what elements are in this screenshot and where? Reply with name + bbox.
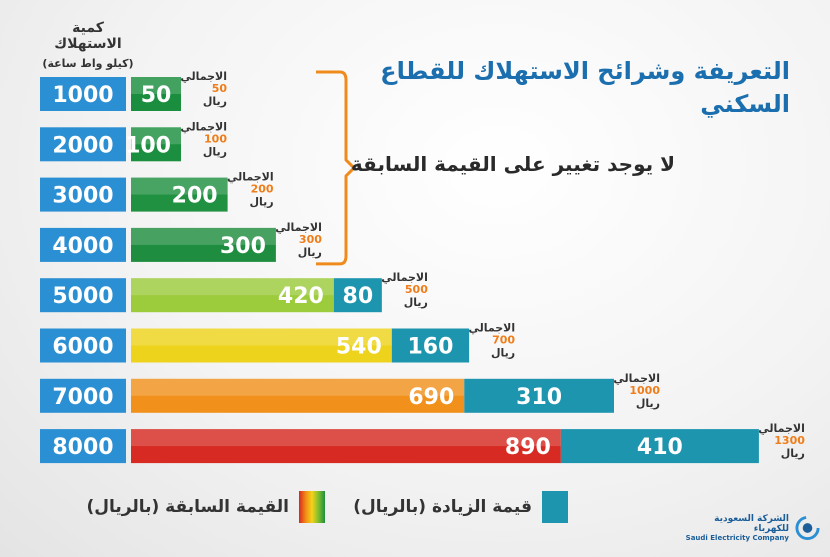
total-caption: الاجمالي [180, 120, 227, 133]
previous-bar [131, 378, 465, 413]
legend-increase-label: قيمة الزيادة (بالريال) [353, 497, 532, 517]
legend-increase-swatch [542, 491, 568, 523]
page-title: التعريفة وشرائح الاستهلاك للقطاع السكني [380, 57, 790, 118]
total-caption: الاجمالي [180, 70, 227, 83]
company-logo: الشركة السعودية للكهرباء Saudi Electrici… [680, 508, 820, 548]
increase-bar [333, 278, 382, 313]
previous-value-label: 100 [125, 133, 171, 158]
total-currency: ريال [636, 397, 660, 410]
increase-value-label: 410 [637, 435, 683, 460]
axis-title: كمية الاستهلاك (كيلو واط ساعة) [38, 20, 138, 70]
previous-value-label: 540 [336, 335, 382, 360]
legend-previous-swatch [299, 491, 325, 523]
category-box [40, 328, 126, 363]
category-box [40, 77, 126, 111]
category-box [40, 227, 126, 262]
total-value: 1300 [774, 434, 805, 447]
category-label: 5000 [52, 284, 113, 309]
previous-value-label: 420 [278, 284, 324, 309]
bracket-line [316, 70, 356, 266]
previous-bar-highlight [131, 278, 334, 296]
company-name-en: Saudi Electricity Company [685, 534, 789, 542]
axis-title-label: كمية الاستهلاك [54, 20, 122, 52]
previous-bar-highlight [131, 77, 181, 94]
category-box [40, 429, 126, 464]
increase-value-label: 80 [343, 284, 374, 309]
total-caption: الاجمالي [613, 372, 660, 385]
total-value: 50 [212, 82, 228, 95]
previous-value-label: 890 [505, 435, 551, 460]
previous-bar [131, 328, 392, 363]
category-label: 8000 [52, 435, 113, 460]
legend-previous: القيمة السابقة (بالريال) [86, 490, 325, 524]
previous-bar-highlight [131, 429, 561, 447]
total-caption: الاجمالي [758, 422, 805, 435]
previous-bar-highlight [131, 127, 181, 145]
previous-value-label: 200 [172, 184, 218, 209]
category-label: 6000 [52, 335, 113, 360]
total-value: 500 [405, 283, 428, 296]
total-value: 1000 [629, 384, 660, 397]
total-currency: ريال [203, 145, 227, 158]
category-label: 1000 [52, 83, 113, 108]
previous-bar-highlight [131, 177, 228, 195]
total-currency: ريال [203, 95, 227, 108]
previous-bar-highlight [131, 378, 465, 396]
category-box [40, 278, 126, 313]
increase-bar [464, 378, 614, 413]
previous-bar [131, 127, 181, 162]
total-value: 700 [492, 334, 515, 347]
category-box [40, 127, 126, 162]
category-label: 7000 [52, 385, 113, 410]
no-change-bracket [316, 70, 356, 266]
total-value: 200 [251, 183, 274, 196]
company-logo-icon [795, 515, 820, 541]
legend-previous-label: القيمة السابقة (بالريال) [86, 497, 289, 517]
total-currency: ريال [491, 347, 515, 360]
previous-value-label: 300 [220, 234, 266, 259]
total-currency: ريال [298, 246, 322, 259]
increase-bar [560, 429, 759, 464]
total-currency: ريال [404, 296, 428, 309]
previous-bar-highlight [131, 328, 392, 346]
legend-increase: قيمة الزيادة (بالريال) [353, 490, 568, 524]
previous-bar [131, 77, 181, 111]
total-value: 300 [299, 233, 322, 246]
total-caption: الاجمالي [227, 171, 274, 184]
company-name-ar: الشركة السعودية للكهرباء [714, 514, 789, 534]
total-caption: الاجمالي [468, 322, 515, 335]
previous-bar [131, 278, 334, 313]
total-caption: الاجمالي [275, 221, 322, 234]
category-box [40, 177, 126, 212]
previous-value-label: 690 [408, 385, 454, 410]
no-change-note: لا يوجد تغيير على القيمة السابقة [350, 152, 675, 176]
previous-bar [131, 429, 561, 464]
increase-value-label: 310 [516, 385, 562, 410]
axis-title-unit: (كيلو واط ساعة) [42, 57, 134, 70]
previous-value-label: 50 [141, 83, 172, 108]
previous-bar [131, 177, 228, 212]
category-label: 2000 [52, 133, 113, 158]
total-currency: ريال [249, 196, 273, 209]
category-label: 3000 [52, 184, 113, 209]
previous-bar-highlight [131, 227, 276, 245]
total-currency: ريال [781, 447, 805, 460]
increase-bar [391, 328, 470, 363]
previous-bar [131, 227, 276, 262]
total-value: 100 [204, 132, 227, 145]
increase-value-label: 160 [407, 335, 453, 360]
category-label: 4000 [52, 234, 113, 259]
category-box [40, 378, 126, 413]
total-caption: الاجمالي [381, 271, 428, 284]
